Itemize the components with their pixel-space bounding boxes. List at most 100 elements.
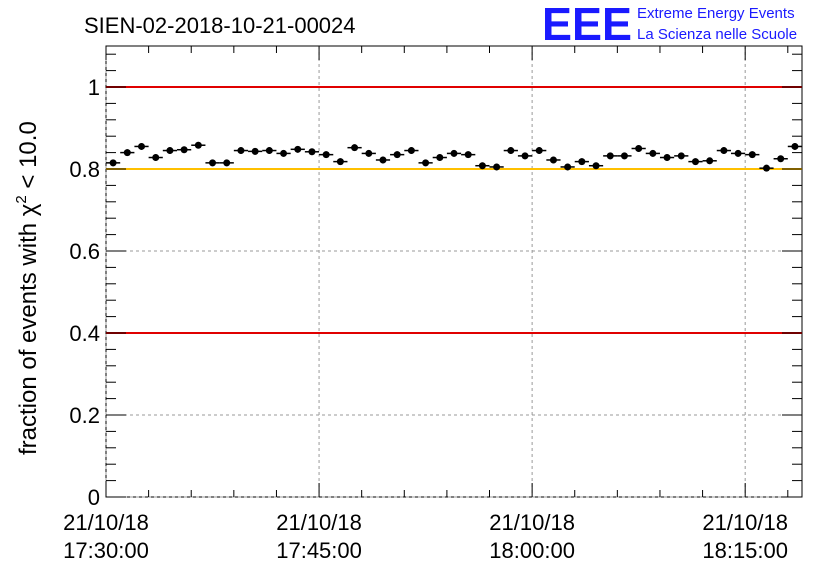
point-marker <box>280 149 288 157</box>
data-point <box>361 149 376 157</box>
logo-line-2: La Scienza nelle Scuole <box>637 26 797 43</box>
y-axis-title-superscript: 2 <box>13 195 30 203</box>
point-marker <box>734 149 742 157</box>
point-marker <box>422 159 430 167</box>
eee-logo: EEE Extreme Energy Events La Scienza nel… <box>542 0 797 50</box>
point-marker <box>450 149 458 157</box>
point-marker <box>294 145 302 153</box>
point-marker <box>507 147 515 155</box>
point-marker <box>152 154 160 162</box>
point-marker <box>194 141 202 149</box>
data-point <box>532 147 547 155</box>
data-point <box>233 147 249 155</box>
data-point <box>304 148 320 156</box>
data-point <box>574 158 589 166</box>
point-marker <box>109 159 117 167</box>
data-point <box>759 164 774 172</box>
chart-title: SIEN-02-2018-10-21-00024 <box>84 13 356 38</box>
point-marker <box>322 151 330 159</box>
point-marker <box>663 154 671 162</box>
data-point <box>219 159 234 167</box>
x-tick-date-label: 21/10/18 <box>276 510 362 535</box>
point-marker <box>493 163 501 171</box>
data-point <box>688 158 703 166</box>
x-tick-time-label: 18:15:00 <box>702 538 788 563</box>
point-marker <box>549 156 557 164</box>
y-tick-label: 0.4 <box>69 321 100 346</box>
point-marker <box>649 149 657 157</box>
logo-line-1: Extreme Energy Events <box>637 5 795 22</box>
y-tick-label: 0.2 <box>69 403 100 428</box>
point-marker <box>166 147 174 155</box>
y-axis-title: fraction of events with χ2 < 10.0 <box>13 121 42 455</box>
point-marker <box>365 149 373 157</box>
y-axis-ticks: 0 0.2 0.4 0.6 0.8 1 <box>69 53 802 510</box>
data-point <box>148 154 163 162</box>
data-point <box>162 147 178 155</box>
y-tick-label: 0.6 <box>69 239 100 264</box>
data-point <box>730 149 746 157</box>
point-marker <box>592 162 600 170</box>
data-point <box>517 152 533 160</box>
point-marker <box>564 163 572 171</box>
point-marker <box>606 152 614 160</box>
data-points <box>106 141 802 172</box>
point-marker <box>521 152 529 160</box>
data-point <box>617 152 632 160</box>
x-tick-time-label: 17:30:00 <box>63 538 149 563</box>
point-marker <box>180 146 188 154</box>
data-point <box>702 157 717 165</box>
y-tick-label: 0.8 <box>69 157 100 182</box>
point-marker <box>691 158 699 166</box>
data-point <box>489 163 504 171</box>
point-marker <box>635 145 643 152</box>
point-marker <box>777 155 785 163</box>
point-marker <box>677 152 685 160</box>
point-marker <box>237 147 245 155</box>
point-marker <box>578 158 586 166</box>
data-point <box>404 147 419 155</box>
point-marker <box>791 142 799 150</box>
data-point <box>446 149 462 157</box>
y-tick-label: 1 <box>88 75 100 100</box>
data-point <box>588 162 604 170</box>
point-marker <box>251 147 259 155</box>
plot-frame <box>105 45 803 498</box>
point-marker <box>436 154 444 162</box>
point-marker <box>762 164 770 172</box>
data-point <box>745 151 760 159</box>
point-marker <box>379 156 387 164</box>
data-point <box>333 158 348 166</box>
data-point <box>787 142 802 150</box>
data-point <box>716 147 731 155</box>
data-point <box>177 146 192 154</box>
data-point <box>134 142 149 150</box>
data-point <box>546 156 561 164</box>
data-point <box>603 152 618 160</box>
reference-lines <box>106 86 802 334</box>
data-point <box>120 149 135 157</box>
point-marker <box>748 151 756 159</box>
point-marker <box>706 157 714 165</box>
data-point <box>645 149 660 157</box>
point-marker <box>308 148 316 156</box>
data-point <box>631 145 646 152</box>
point-marker <box>123 149 131 157</box>
data-point <box>106 159 121 167</box>
y-axis-title-symbol: χ <box>15 203 42 216</box>
point-marker <box>336 158 344 166</box>
point-marker <box>223 159 231 167</box>
point-marker <box>351 144 359 152</box>
y-tick-label: 0 <box>88 485 100 510</box>
data-point <box>276 149 291 157</box>
point-marker <box>464 151 472 159</box>
data-point <box>262 147 277 155</box>
data-point <box>773 155 788 163</box>
grid <box>105 46 802 498</box>
data-point <box>560 163 575 171</box>
x-tick-date-label: 21/10/18 <box>489 510 575 535</box>
point-marker <box>720 147 728 155</box>
x-tick-date-label: 21/10/18 <box>702 510 788 535</box>
point-marker <box>535 147 543 155</box>
